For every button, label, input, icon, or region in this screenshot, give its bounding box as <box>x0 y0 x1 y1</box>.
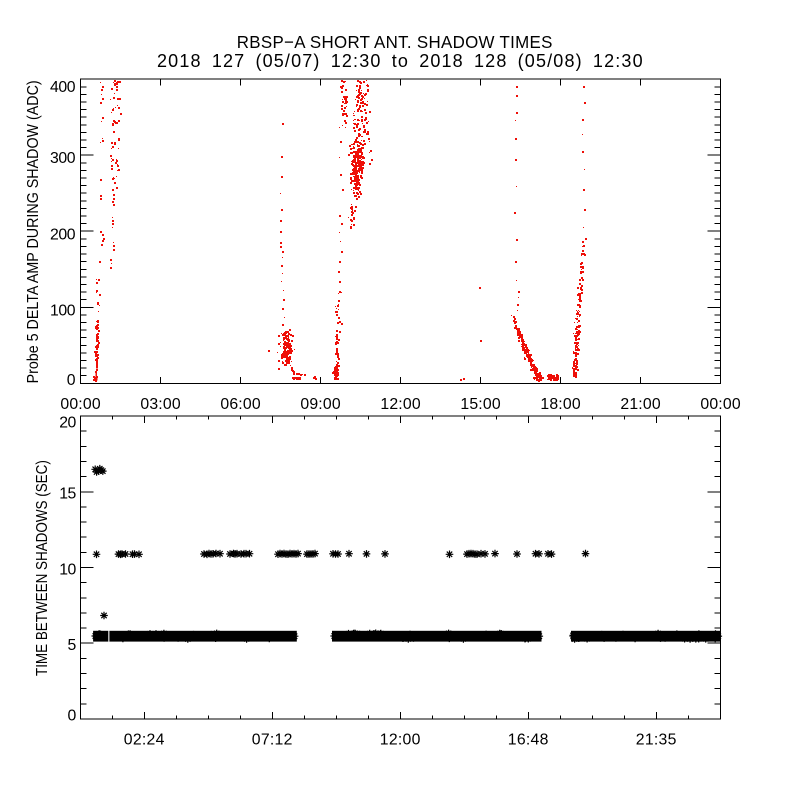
svg-text:0: 0 <box>67 372 76 389</box>
svg-text:00:00: 00:00 <box>60 396 101 413</box>
svg-text:400: 400 <box>50 79 76 96</box>
svg-text:18:00: 18:00 <box>540 396 581 413</box>
svg-text:21:00: 21:00 <box>620 396 661 413</box>
svg-text:RBSP−A SHORT ANT. SHADOW TIMES: RBSP−A SHORT ANT. SHADOW TIMES <box>237 31 553 52</box>
svg-text:09:00: 09:00 <box>300 396 341 413</box>
svg-text:16:48: 16:48 <box>508 732 549 749</box>
svg-text:00:00: 00:00 <box>700 396 741 413</box>
svg-text:12:00: 12:00 <box>380 732 421 749</box>
svg-text:2018 127 (05/07) 12:30 to 2018: 2018 127 (05/07) 12:30 to 2018 128 (05/0… <box>157 51 643 71</box>
svg-text:06:00: 06:00 <box>220 396 261 413</box>
svg-text:20: 20 <box>59 415 76 432</box>
svg-text:02:24: 02:24 <box>124 732 165 749</box>
svg-text:TIME BETWEEN SHADOWS (SEC): TIME BETWEEN SHADOWS (SEC) <box>34 460 51 676</box>
svg-text:15: 15 <box>59 486 76 503</box>
svg-text:21:35: 21:35 <box>636 732 677 749</box>
svg-text:Probe 5 DELTA AMP DURING SHADO: Probe 5 DELTA AMP DURING SHADOW (ADC) <box>25 80 43 383</box>
svg-text:0: 0 <box>68 708 77 725</box>
svg-text:12:00: 12:00 <box>380 396 421 413</box>
svg-text:100: 100 <box>50 302 76 319</box>
svg-text:200: 200 <box>50 226 76 243</box>
svg-text:15:00: 15:00 <box>460 396 501 413</box>
svg-text:07:12: 07:12 <box>252 732 293 749</box>
svg-text:300: 300 <box>50 150 76 167</box>
svg-text:03:00: 03:00 <box>140 396 181 413</box>
svg-text:10: 10 <box>59 561 76 578</box>
svg-text:5: 5 <box>68 637 77 654</box>
